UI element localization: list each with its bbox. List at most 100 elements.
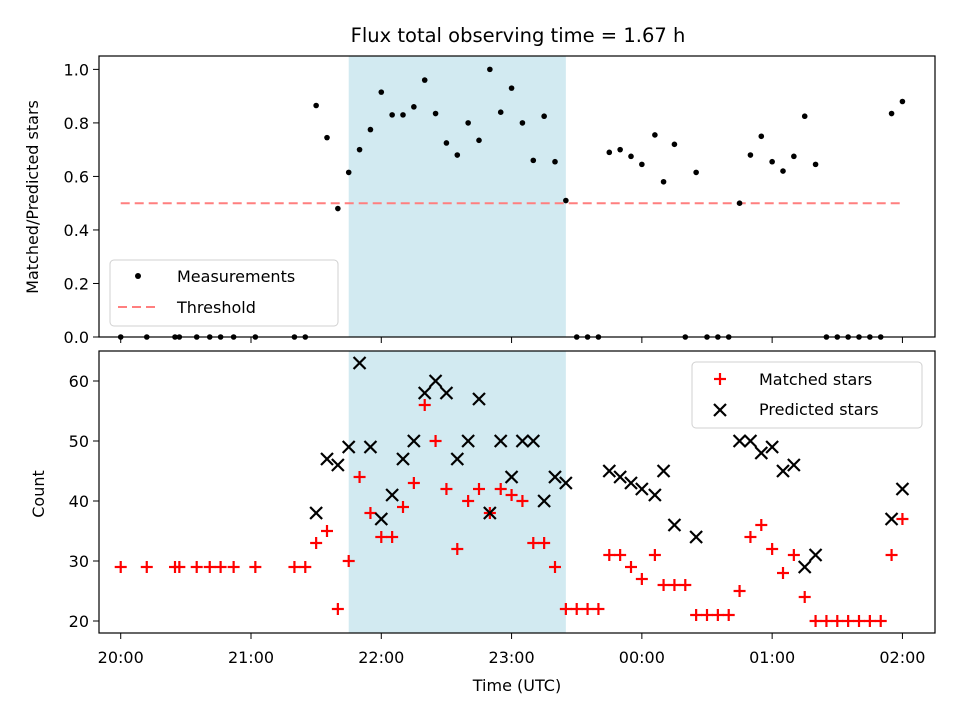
measurement-point [400, 112, 406, 118]
matched-star-point [831, 615, 844, 627]
matched-star-point [549, 561, 561, 573]
predicted-star-point [428, 374, 443, 388]
measurement-point [628, 153, 634, 160]
x-axis-label: Time (UTC) [472, 676, 561, 695]
predicted-star-stroke-b [765, 440, 779, 454]
matched-star-point [570, 603, 583, 615]
top-y-tick-label: 0.0 [64, 328, 89, 347]
predicted-star-stroke-b [689, 530, 703, 544]
predicted-star-point [787, 458, 801, 472]
measurement-point [313, 102, 319, 109]
predicted-star-stroke-b [732, 434, 747, 448]
predicted-star-point [667, 518, 682, 532]
x-tick-label: 21:00 [228, 648, 274, 667]
top-legend: Measurements Threshold [109, 259, 339, 327]
predicted-star-point [797, 560, 812, 574]
predicted-star-point [526, 434, 541, 448]
matched-star-point [190, 561, 203, 573]
bottom-y-axis-label: Count [29, 470, 48, 518]
matched-star-point [227, 561, 240, 573]
predicted-star-stroke-b [797, 560, 812, 574]
x-tick-label: 22:00 [358, 648, 404, 667]
measurement-point [758, 133, 765, 140]
matched-star-point [397, 501, 409, 513]
measurement-point [421, 77, 428, 83]
predicted-star-point [537, 494, 551, 508]
predicted-star-stroke-b [341, 440, 356, 454]
x-tick-label: 20:00 [98, 648, 144, 667]
matched-star-point [820, 615, 833, 627]
predicted-star-stroke-b [624, 476, 638, 490]
predicted-star-point [417, 386, 432, 400]
measurement-point [530, 157, 537, 164]
legend-predicted-marker [713, 403, 727, 417]
predicted-star-stroke-b [548, 470, 562, 484]
predicted-star-stroke-b [331, 458, 345, 472]
measurement-point [552, 158, 558, 165]
predicted-star-stroke-b [450, 452, 465, 466]
predicted-star-point [363, 440, 378, 454]
predicted-star-stroke-b [808, 548, 823, 562]
predicted-star-point [732, 434, 747, 448]
x-tick-label: 02:00 [879, 648, 925, 667]
measurement-point [791, 153, 797, 160]
bottom-axes-frame [98, 350, 936, 634]
x-tick-label: 23:00 [489, 648, 535, 667]
matched-star-point [648, 549, 661, 561]
matched-star-point [364, 507, 377, 519]
predicted-star-stroke-b [374, 512, 389, 526]
predicted-star-point [331, 458, 345, 472]
legend-predicted-label: Predicted stars [759, 400, 879, 419]
legend-measurements-marker [135, 273, 141, 279]
predicted-star-point [602, 464, 617, 478]
top-axes-frame [98, 55, 936, 338]
predicted-star-point [895, 482, 910, 496]
predicted-star-point [765, 440, 779, 454]
matched-star-point [581, 603, 594, 615]
measurement-point [780, 168, 786, 174]
predicted-star-stroke-b [439, 386, 454, 400]
predicted-star-stroke-b [648, 488, 662, 502]
predicted-star-point [743, 434, 758, 448]
matched-star-point [527, 537, 540, 549]
predicted-star-point [656, 464, 671, 478]
predicted-star-stroke-b [352, 356, 367, 370]
predicted-star-stroke-b [526, 434, 541, 448]
bottom-y-tick-label: 30 [69, 552, 89, 571]
measurement-point [747, 152, 754, 158]
predicted-star-stroke-b [483, 506, 497, 520]
legend-measurements-label: Measurements [177, 267, 295, 286]
matched-star-point [614, 549, 627, 561]
matched-star-point [429, 435, 442, 447]
predicted-star-stroke-b [656, 464, 671, 478]
predicted-star-stroke-b [602, 464, 617, 478]
legend-matched-marker [714, 373, 726, 385]
matched-star-point [249, 561, 262, 573]
predicted-star-point [493, 434, 508, 448]
bottom-legend: Matched stars Predicted stars [691, 361, 923, 429]
measurement-point [541, 113, 547, 120]
matched-star-point [473, 483, 485, 495]
matched-star-point [744, 531, 757, 543]
predicted-star-stroke-b [320, 452, 334, 466]
measurement-point [378, 89, 385, 95]
predicted-star-point [648, 488, 662, 502]
bottom-x-ticks: 20:00 21:00 22:00 23:00 00:00 01:00 02:00 [98, 633, 925, 667]
matched-star-point [418, 399, 431, 411]
x-tick-label: 01:00 [749, 648, 795, 667]
predicted-star-stroke-b [472, 392, 486, 406]
measurement-point [671, 141, 678, 148]
measurement-point [508, 85, 515, 91]
measurement-point [639, 161, 645, 168]
measurement-point [519, 120, 526, 126]
predicted-star-point [309, 506, 323, 520]
measurement-points [117, 66, 906, 340]
matched-star-point [842, 615, 855, 627]
chart-title: Flux total observing time = 1.67 h [351, 24, 686, 47]
predicted-star-stroke-b [515, 434, 530, 448]
matched-star-point [885, 549, 898, 561]
measurement-point [389, 112, 395, 118]
matched-star-point [407, 477, 420, 489]
matched-star-point [787, 549, 800, 561]
predicted-star-stroke-b [385, 488, 399, 502]
